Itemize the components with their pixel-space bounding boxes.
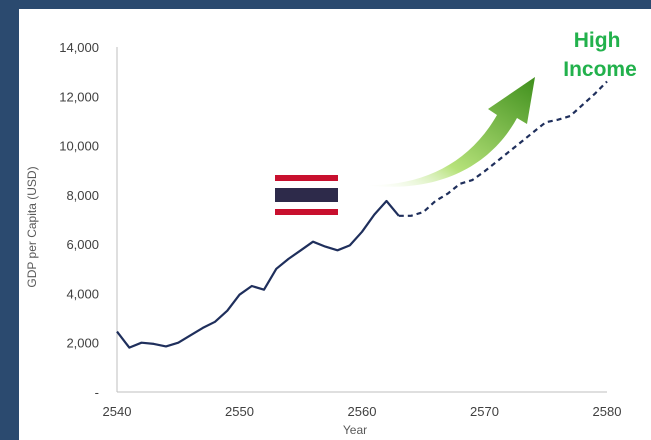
historical-gdp-line bbox=[116, 199, 400, 349]
y-tick-label: 2,000 bbox=[66, 336, 99, 351]
y-tick-labels: - 2,000 4,000 6,000 8,000 10,000 12,000 14,000 bbox=[59, 40, 99, 400]
x-tick-label: 2540 bbox=[103, 404, 132, 419]
y-tick-label: 6,000 bbox=[66, 237, 99, 252]
y-tick-label: 4,000 bbox=[66, 286, 99, 301]
x-tick-label: 2580 bbox=[593, 404, 622, 419]
y-tick-label: - bbox=[95, 385, 99, 400]
green-growth-arrow-icon bbox=[364, 77, 535, 187]
y-tick-label: 12,000 bbox=[59, 89, 99, 104]
y-tick-label: 10,000 bbox=[59, 139, 99, 154]
x-tick-label: 2560 bbox=[348, 404, 377, 419]
x-tick-labels: 2540 2550 2560 2570 2580 bbox=[103, 404, 622, 419]
x-axis-label: Year bbox=[343, 423, 367, 437]
y-axis-label: GDP per Capita (USD) bbox=[25, 166, 39, 287]
high-income-annotation: High Income bbox=[563, 29, 637, 81]
annotation-line-1: High bbox=[574, 29, 621, 52]
thailand-flag-icon bbox=[275, 175, 338, 215]
chart-frame: -2,000 4,000 6,000 8,000 10,000 12,000 14,000 … bbox=[19, 9, 651, 440]
x-tick-label: 2550 bbox=[225, 404, 254, 419]
y-tick-label: 14,000 bbox=[59, 40, 99, 55]
projected-gdp-line bbox=[398, 80, 608, 217]
y-tick-label: 8,000 bbox=[66, 188, 99, 203]
x-tick-label: 2570 bbox=[470, 404, 499, 419]
series-layer bbox=[116, 80, 608, 349]
annotation-line-2: Income bbox=[563, 58, 637, 81]
gdp-line-chart: -2,0004,0006,0008,00010,00012,00014,000 … bbox=[25, 29, 637, 437]
